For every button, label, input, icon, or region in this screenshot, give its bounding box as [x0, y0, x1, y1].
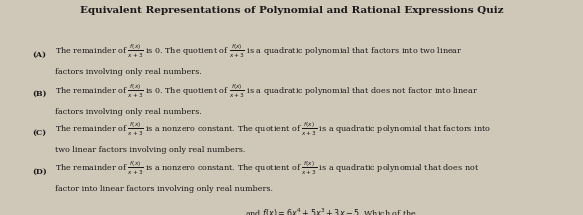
Text: The remainder of $\frac{f(x)}{x+3}$ is a nonzero constant. The quotient of $\fra: The remainder of $\frac{f(x)}{x+3}$ is a…	[55, 121, 491, 138]
Text: (C): (C)	[32, 129, 46, 137]
Text: The remainder of $\frac{f(x)}{x+3}$ is 0. The quotient of $\frac{f(x)}{x+3}$ is : The remainder of $\frac{f(x)}{x+3}$ is 0…	[55, 43, 463, 60]
Text: The remainder of $\frac{f(x)}{x+3}$ is a nonzero constant. The quotient of $\fra: The remainder of $\frac{f(x)}{x+3}$ is a…	[55, 160, 480, 177]
Text: (A): (A)	[32, 50, 46, 58]
Text: factors involving only real numbers.: factors involving only real numbers.	[55, 68, 202, 76]
Text: (D): (D)	[32, 168, 47, 176]
Text: factors involving only real numbers.: factors involving only real numbers.	[55, 108, 202, 115]
Text: (B): (B)	[32, 90, 47, 98]
Text: factor into linear factors involving only real numbers.: factor into linear factors involving onl…	[55, 185, 273, 193]
Text: The remainder of $\frac{f(x)}{x+3}$ is 0. The quotient of $\frac{f(x)}{x+3}$ is : The remainder of $\frac{f(x)}{x+3}$ is 0…	[55, 83, 479, 100]
Text: Equivalent Representations of Polynomial and Rational Expressions Quiz: Equivalent Representations of Polynomial…	[80, 6, 503, 15]
Text: and $f(x) = 6x^4 + 5x^3 + 3x - 5$. Which of the: and $f(x) = 6x^4 + 5x^3 + 3x - 5$. Which…	[245, 206, 417, 215]
Text: two linear factors involving only real numbers.: two linear factors involving only real n…	[55, 146, 246, 154]
